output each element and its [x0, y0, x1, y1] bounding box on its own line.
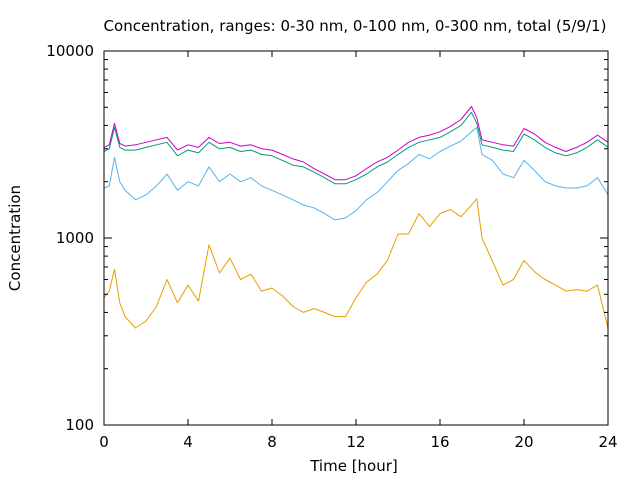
series-line-4: [103, 106, 609, 181]
x-axis-label: Time [hour]: [309, 457, 398, 475]
series-line-1: [103, 198, 609, 329]
x-tick-label: 16: [430, 433, 449, 451]
x-tick-label: 8: [267, 433, 277, 451]
y-tick-label: 100: [65, 416, 94, 434]
x-tick-label: 0: [99, 433, 109, 451]
plot-frame: [103, 50, 609, 426]
y-axis-label: Concentration: [6, 185, 24, 291]
x-tick-label: 12: [346, 433, 365, 451]
x-tick-label: 4: [183, 433, 193, 451]
series-line-3: [103, 111, 609, 185]
y-tick-label: 10000: [46, 42, 94, 60]
axes-layer: 0 4 8 12 16 20 24 100 1000 10000: [46, 42, 617, 451]
x-tick-label: 24: [598, 433, 617, 451]
series-line-2: [103, 127, 609, 221]
chart-title: Concentration, ranges: 0-30 nm, 0-100 nm…: [104, 17, 607, 35]
series-layer: [103, 106, 609, 329]
x-tick-label: 20: [514, 433, 533, 451]
y-tick-label: 1000: [56, 229, 94, 247]
